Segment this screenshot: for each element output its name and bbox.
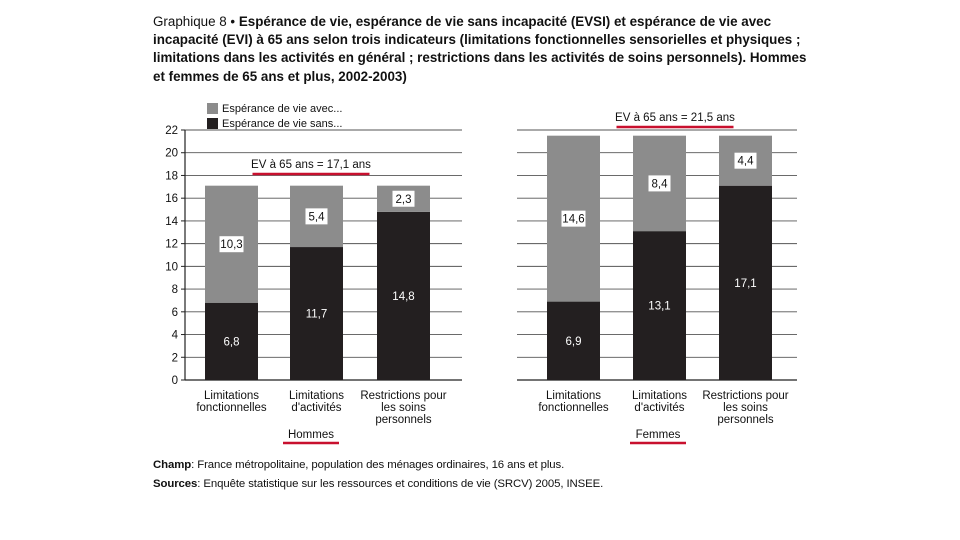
y-tick-label: 10 — [165, 261, 178, 273]
bar-value-label-sans: 6,9 — [566, 336, 582, 348]
y-tick-label: 22 — [165, 125, 178, 137]
y-tick-label: 12 — [165, 239, 178, 251]
bar-segment-sans — [290, 247, 343, 380]
bar-value-label-sans: 6,8 — [224, 336, 240, 348]
sources-note: Sources: Enquête statistique sur les res… — [153, 478, 603, 490]
bar-value-label-avec: 8,4 — [652, 178, 669, 190]
bar-value-label-avec: 5,4 — [309, 211, 326, 223]
bar-value-label-avec: 14,6 — [562, 214, 584, 226]
chart-title-text: Espérance de vie, espérance de vie sans … — [153, 14, 807, 84]
y-tick-label: 18 — [165, 170, 178, 182]
x-category-label: Limitations — [632, 390, 687, 402]
x-category-label: fonctionnelles — [538, 402, 609, 414]
chart-title-label: Graphique 8 • — [153, 14, 236, 29]
bar-segment-sans — [633, 231, 686, 380]
chart-title: Graphique 8 • Espérance de vie, espéranc… — [153, 13, 813, 86]
bar-value-label-sans: 14,8 — [392, 291, 414, 303]
bar-value-label-sans: 11,7 — [306, 309, 328, 321]
sources-text: : Enquête statistique sur les ressources… — [197, 478, 604, 490]
x-category-label: Restrictions pour — [702, 390, 788, 402]
bar-value-label-avec: 4,4 — [738, 156, 755, 168]
y-tick-label: 0 — [172, 375, 178, 387]
legend-label-sans: Espérance de vie sans... — [222, 118, 342, 130]
x-category-label: Limitations — [546, 390, 601, 402]
x-category-label: personnels — [375, 414, 432, 426]
y-tick-label: 6 — [172, 307, 178, 319]
x-category-label: Limitations — [204, 390, 259, 402]
bar-value-label-sans: 17,1 — [734, 278, 756, 290]
x-category-label: les soins — [723, 402, 768, 414]
x-category-label: d'activités — [634, 402, 684, 414]
x-category-label: Limitations — [289, 390, 344, 402]
x-category-label: fonctionnelles — [196, 402, 267, 414]
champ-note: Champ: France métropolitaine, population… — [153, 459, 564, 471]
bar-segment-sans — [547, 301, 600, 380]
group-label: Hommes — [288, 429, 334, 441]
y-tick-label: 14 — [165, 216, 178, 228]
bar-value-box-avec — [561, 210, 586, 227]
y-tick-label: 20 — [165, 148, 178, 160]
x-category-label: les soins — [381, 402, 426, 414]
x-category-label: Restrictions pour — [360, 390, 446, 402]
x-category-label: d'activités — [291, 402, 341, 414]
ev-annotation: EV à 65 ans = 21,5 ans — [615, 112, 735, 124]
bar-value-label-avec: 10,3 — [220, 239, 242, 251]
ev-annotation: EV à 65 ans = 17,1 ans — [251, 159, 371, 171]
bar-segment-sans — [205, 302, 258, 380]
y-tick-label: 8 — [172, 284, 178, 296]
bar-segment-sans — [719, 185, 772, 380]
legend-swatch-avec — [207, 103, 218, 114]
sources-label: Sources — [153, 478, 198, 490]
legend-label-avec: Espérance de vie avec... — [222, 103, 342, 115]
bar-value-box-avec — [734, 152, 757, 169]
x-category-label: personnels — [717, 414, 774, 426]
bar-value-box-avec — [305, 208, 328, 225]
y-tick-label: 16 — [165, 193, 178, 205]
bar-value-box-avec — [219, 236, 244, 253]
bar-value-label-avec: 2,3 — [396, 194, 412, 206]
bar-value-box-avec — [648, 175, 671, 192]
bar-segment-sans — [377, 211, 430, 380]
bar-value-box-avec — [392, 190, 415, 207]
champ-text: : France métropolitaine, population des … — [191, 459, 565, 471]
group-label: Femmes — [636, 429, 681, 441]
y-tick-label: 2 — [172, 352, 178, 364]
bar-value-label-sans: 13,1 — [648, 301, 670, 313]
legend-swatch-sans — [207, 118, 218, 129]
y-tick-label: 4 — [172, 330, 179, 342]
champ-label: Champ — [153, 459, 192, 471]
